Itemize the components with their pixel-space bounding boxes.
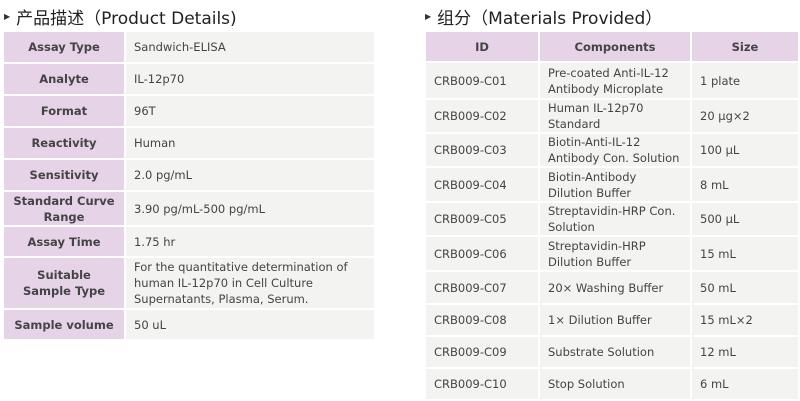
material-size: 50 mL bbox=[692, 272, 798, 303]
detail-row: Assay Time 1.75 hr bbox=[4, 227, 374, 256]
material-component: Streptavidin-HRP Con. Solution bbox=[540, 203, 690, 235]
detail-value: For the quantitative determination of hu… bbox=[126, 258, 374, 308]
material-component: 1× Dilution Buffer bbox=[540, 305, 690, 335]
material-id: CRB009-C04 bbox=[426, 168, 538, 201]
materials-table: ID Components Size CRB009-C01 Pre-coated … bbox=[424, 30, 800, 401]
detail-value: 2.0 pg/mL bbox=[126, 160, 374, 190]
material-row: CRB009-C10 Stop Solution 6 mL bbox=[426, 369, 798, 399]
detail-value: 1.75 hr bbox=[126, 227, 374, 256]
material-component: Stop Solution bbox=[540, 369, 690, 399]
material-component: Human IL-12p70 Standard bbox=[540, 100, 690, 132]
detail-label: Analyte bbox=[4, 64, 124, 94]
material-row: CRB009-C06 Streptavidin-HRP Dilution Buff… bbox=[426, 237, 798, 270]
detail-row: Suitable Sample Type For the quantitative… bbox=[4, 258, 374, 308]
detail-label: Assay Type bbox=[4, 32, 124, 62]
material-component: Pre-coated Anti-IL-12 Antibody Microplat… bbox=[540, 63, 690, 98]
material-id: CRB009-C03 bbox=[426, 134, 538, 166]
material-id: CRB009-C09 bbox=[426, 337, 538, 367]
detail-row: Sensitivity 2.0 pg/mL bbox=[4, 160, 374, 190]
detail-value: Sandwich-ELISA bbox=[126, 32, 374, 62]
material-id: CRB009-C02 bbox=[426, 100, 538, 132]
detail-value: 96T bbox=[126, 96, 374, 126]
material-size: 8 mL bbox=[692, 168, 798, 201]
material-component: Substrate Solution bbox=[540, 337, 690, 367]
material-row: CRB009-C05 Streptavidin-HRP Con. Solution… bbox=[426, 203, 798, 235]
material-size: 100 µL bbox=[692, 134, 798, 166]
detail-value: 3.90 pg/mL-500 pg/mL bbox=[126, 192, 374, 225]
detail-value: Human bbox=[126, 128, 374, 158]
material-size: 500 µL bbox=[692, 203, 798, 235]
material-component: Biotin-Anti-IL-12 Antibody Con. Solution bbox=[540, 134, 690, 166]
detail-row: Sample volume 50 uL bbox=[4, 310, 374, 339]
header-id: ID bbox=[426, 32, 538, 61]
product-details-table: Assay Type Sandwich-ELISA Analyte IL-12p70 F… bbox=[2, 30, 376, 341]
material-id: CRB009-C06 bbox=[426, 237, 538, 270]
material-size: 20 µg×2 bbox=[692, 100, 798, 132]
detail-value: IL-12p70 bbox=[126, 64, 374, 94]
material-component: Biotin-Antibody Dilution Buffer bbox=[540, 168, 690, 201]
material-row: CRB009-C02 Human IL-12p70 Standard 20 µg×2 bbox=[426, 100, 798, 132]
detail-label: Reactivity bbox=[4, 128, 124, 158]
triangle-bullet-icon: ▶ bbox=[4, 12, 11, 21]
material-id: CRB009-C05 bbox=[426, 203, 538, 235]
material-component: Streptavidin-HRP Dilution Buffer bbox=[540, 237, 690, 270]
detail-label: Sensitivity bbox=[4, 160, 124, 190]
detail-row: Standard Curve Range 3.90 pg/mL-500 pg/mL bbox=[4, 192, 374, 225]
material-id: CRB009-C10 bbox=[426, 369, 538, 399]
materials-heading: ▶ 组分（Materials Provided） bbox=[425, 4, 662, 29]
detail-label: Suitable Sample Type bbox=[4, 258, 124, 308]
material-row: CRB009-C07 20× Washing Buffer 50 mL bbox=[426, 272, 798, 303]
material-size: 6 mL bbox=[692, 369, 798, 399]
detail-value: 50 uL bbox=[126, 310, 374, 339]
detail-row: Analyte IL-12p70 bbox=[4, 64, 374, 94]
materials-header-row: ID Components Size bbox=[426, 32, 798, 61]
material-row: CRB009-C08 1× Dilution Buffer 15 mL×2 bbox=[426, 305, 798, 335]
detail-row: Reactivity Human bbox=[4, 128, 374, 158]
product-details-heading: ▶ 产品描述（Product Details) bbox=[4, 4, 237, 29]
detail-label: Standard Curve Range bbox=[4, 192, 124, 225]
material-component: 20× Washing Buffer bbox=[540, 272, 690, 303]
triangle-bullet-icon: ▶ bbox=[425, 12, 432, 21]
material-size: 12 mL bbox=[692, 337, 798, 367]
material-id: CRB009-C07 bbox=[426, 272, 538, 303]
product-details-title: 产品描述（Product Details) bbox=[16, 9, 237, 29]
material-row: CRB009-C09 Substrate Solution 12 mL bbox=[426, 337, 798, 367]
material-row: CRB009-C01 Pre-coated Anti-IL-12 Antibody… bbox=[426, 63, 798, 98]
header-size: Size bbox=[692, 32, 798, 61]
detail-label: Format bbox=[4, 96, 124, 126]
detail-label: Assay Time bbox=[4, 227, 124, 256]
material-size: 15 mL bbox=[692, 237, 798, 270]
detail-row: Assay Type Sandwich-ELISA bbox=[4, 32, 374, 62]
detail-row: Format 96T bbox=[4, 96, 374, 126]
detail-label: Sample volume bbox=[4, 310, 124, 339]
materials-title: 组分（Materials Provided） bbox=[437, 9, 663, 29]
material-row: CRB009-C03 Biotin-Anti-IL-12 Antibody Con… bbox=[426, 134, 798, 166]
material-size: 15 mL×2 bbox=[692, 305, 798, 335]
material-id: CRB009-C01 bbox=[426, 63, 538, 98]
material-row: CRB009-C04 Biotin-Antibody Dilution Buffe… bbox=[426, 168, 798, 201]
material-id: CRB009-C08 bbox=[426, 305, 538, 335]
header-components: Components bbox=[540, 32, 690, 61]
material-size: 1 plate bbox=[692, 63, 798, 98]
